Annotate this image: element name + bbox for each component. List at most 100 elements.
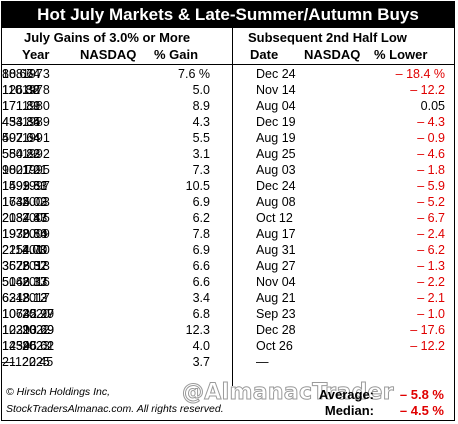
cell-nasdaq2: 6213.13 xyxy=(2,291,48,305)
left-group-header: July Gains of 3.0% or More xyxy=(24,30,191,45)
table-row: 1991 502.04 5.5 Aug 19 497.64 – 0.9 xyxy=(2,130,454,146)
site-text: StockTradersAlmanac.com. All rights rese… xyxy=(6,403,224,415)
cell-nasdaq: 5162.13 xyxy=(2,275,48,289)
table-row: 2023 14346.02 4.0 Oct 26 12595.61 – 12.2 xyxy=(2,338,454,354)
cell-date: Aug 25 xyxy=(256,147,296,161)
watermark-logo: @AlmanacTrader xyxy=(182,380,395,406)
table-row: 1980 171.81 8.9 Aug 04 171.89 0.05 xyxy=(2,98,454,114)
cell-lower: – 12.2 xyxy=(410,83,445,97)
col-lower-header: % Lower xyxy=(374,47,428,62)
right-group-header: Subsequent 2nd Half Low xyxy=(248,30,407,45)
cell-lower: – 2.1 xyxy=(417,291,445,305)
cell-nasdaq: 1001.21 xyxy=(2,163,48,177)
cell-date: Oct 26 xyxy=(256,339,293,353)
cell-year: 2009 xyxy=(22,227,50,241)
cell-year: 2016 xyxy=(22,275,50,289)
cell-year: 2005 xyxy=(22,211,50,225)
cell-lower: – 0.9 xyxy=(417,131,445,145)
cell-nasdaq2: — xyxy=(2,355,15,369)
cell-lower: – 18.4 % xyxy=(395,67,445,81)
cell-gain: 6.6 xyxy=(192,259,210,273)
cell-gain: 6.9 xyxy=(192,243,210,257)
cell-nasdaq2: 171.89 xyxy=(2,99,41,113)
cell-gain: 6.6 xyxy=(192,275,210,289)
cell-lower: – 1.0 xyxy=(417,307,445,321)
cell-gain: 3.4 xyxy=(192,291,210,305)
cell-lower: – 4.6 xyxy=(417,147,445,161)
cell-year: 1980 xyxy=(22,99,50,113)
cell-nasdaq2: 497.64 xyxy=(2,131,41,145)
col-date-header: Date xyxy=(250,47,279,62)
cell-year: 1973 xyxy=(22,67,50,81)
table-row: 1978 126.32 5.0 Nov 14 110.88 – 12.2 xyxy=(2,82,454,98)
cell-date: Aug 08 xyxy=(256,195,296,209)
average-value: – 5.8 % xyxy=(399,387,444,402)
table-row: 1995 1001.21 7.3 Aug 03 982.70 – 1.8 xyxy=(2,162,454,178)
cell-date: — xyxy=(256,355,269,369)
cell-nasdaq2: 982.70 xyxy=(2,163,41,177)
cell-year: 1989 xyxy=(22,115,50,129)
table-row: 2020 10745.27 6.8 Sep 23 10632.99 – 1.0 xyxy=(2,306,454,322)
cell-lower: – 17.6 xyxy=(410,323,445,337)
cell-year: 1978 xyxy=(22,83,50,97)
cell-gain: 10.5 xyxy=(185,179,210,193)
cell-date: Dec 28 xyxy=(256,323,296,337)
cell-nasdaq: 6348.12 xyxy=(2,291,48,305)
cell-lower: – 5.9 xyxy=(417,179,445,193)
cell-nasdaq: 1735.02 xyxy=(2,195,48,209)
cell-gain: 5.0 xyxy=(192,83,210,97)
col-gain-header: % Gain xyxy=(154,47,199,62)
cell-date: Nov 14 xyxy=(256,83,296,97)
table-row: 2022 12390.69 12.3 Dec 28 10213.29 – 17.6 xyxy=(2,322,454,338)
cell-lower: – 12.2 xyxy=(410,339,445,353)
table-row: 2010 2254.70 6.9 Aug 31 2114.03 – 6.2 xyxy=(2,242,454,258)
cell-nasdaq2: 2114.03 xyxy=(2,243,47,257)
table-row: 1973 108.64 7.6 % Dec 24 88.67 – 18.4 % xyxy=(2,66,454,82)
cell-gain: 7.6 % xyxy=(178,67,210,81)
cell-gain: 3.1 xyxy=(192,147,210,161)
cell-nasdaq: 453.84 xyxy=(2,115,41,129)
table-row: 2017 6348.12 3.4 Aug 21 6213.13 – 2.1 xyxy=(2,290,454,306)
cell-year: 2013 xyxy=(22,259,50,273)
cell-nasdaq2: 10632.99 xyxy=(2,307,55,321)
cell-date: Aug 17 xyxy=(256,227,296,241)
cell-date: Aug 03 xyxy=(256,163,296,177)
cell-lower: 0.05 xyxy=(420,99,445,113)
cell-date: Aug 04 xyxy=(256,99,296,113)
copyright-text: © Hirsch Holdings Inc, xyxy=(6,386,111,398)
cell-nasdaq: 3626.37 xyxy=(2,259,48,273)
table-row: 2013 3626.37 6.6 Aug 27 3578.52 – 1.3 xyxy=(2,258,454,274)
cell-gain: 7.8 xyxy=(192,227,210,241)
cell-nasdaq: 108.64 xyxy=(2,67,41,81)
table-row: 2025 21122.45 3.7 — — xyxy=(2,354,454,370)
cell-year: 2022 xyxy=(22,323,50,337)
cell-gain: 3.7 xyxy=(192,355,210,369)
cell-nasdaq: 2184.83 xyxy=(2,211,48,225)
cell-nasdaq2: 12595.61 xyxy=(2,339,55,353)
cell-nasdaq: 2254.70 xyxy=(2,243,48,257)
cell-nasdaq2: 554.22 xyxy=(2,147,41,161)
cell-year: 2010 xyxy=(22,243,50,257)
cell-nasdaq: 502.04 xyxy=(2,131,41,145)
cell-nasdaq2: 110.88 xyxy=(2,83,40,97)
cell-gain: 12.3 xyxy=(185,323,210,337)
table-row: 2005 2184.83 6.2 Oct 12 2037.47 – 6.7 xyxy=(2,210,454,226)
cell-nasdaq: 21122.45 xyxy=(2,355,54,369)
cell-date: Oct 12 xyxy=(256,211,293,225)
cell-date: Aug 19 xyxy=(256,131,296,145)
table-row: 1992 580.83 3.1 Aug 25 554.22 – 4.6 xyxy=(2,146,454,162)
median-value: – 4.5 % xyxy=(399,403,444,418)
cell-lower: – 1.3 xyxy=(417,259,445,273)
cell-nasdaq: 171.81 xyxy=(2,99,41,113)
cell-nasdaq2: 10213.29 xyxy=(2,323,55,337)
cell-nasdaq2: 3578.52 xyxy=(2,259,48,273)
column-divider xyxy=(232,28,233,386)
cell-year: 1991 xyxy=(22,131,50,145)
table-row: 2016 5162.13 6.6 Nov 04 5046.37 – 2.2 xyxy=(2,274,454,290)
cell-date: Aug 31 xyxy=(256,243,296,257)
average-label: Average: xyxy=(318,387,374,402)
cell-nasdaq: 1593.81 xyxy=(2,179,48,193)
cell-date: Nov 04 xyxy=(256,275,296,289)
cell-nasdaq: 1978.50 xyxy=(2,227,48,241)
